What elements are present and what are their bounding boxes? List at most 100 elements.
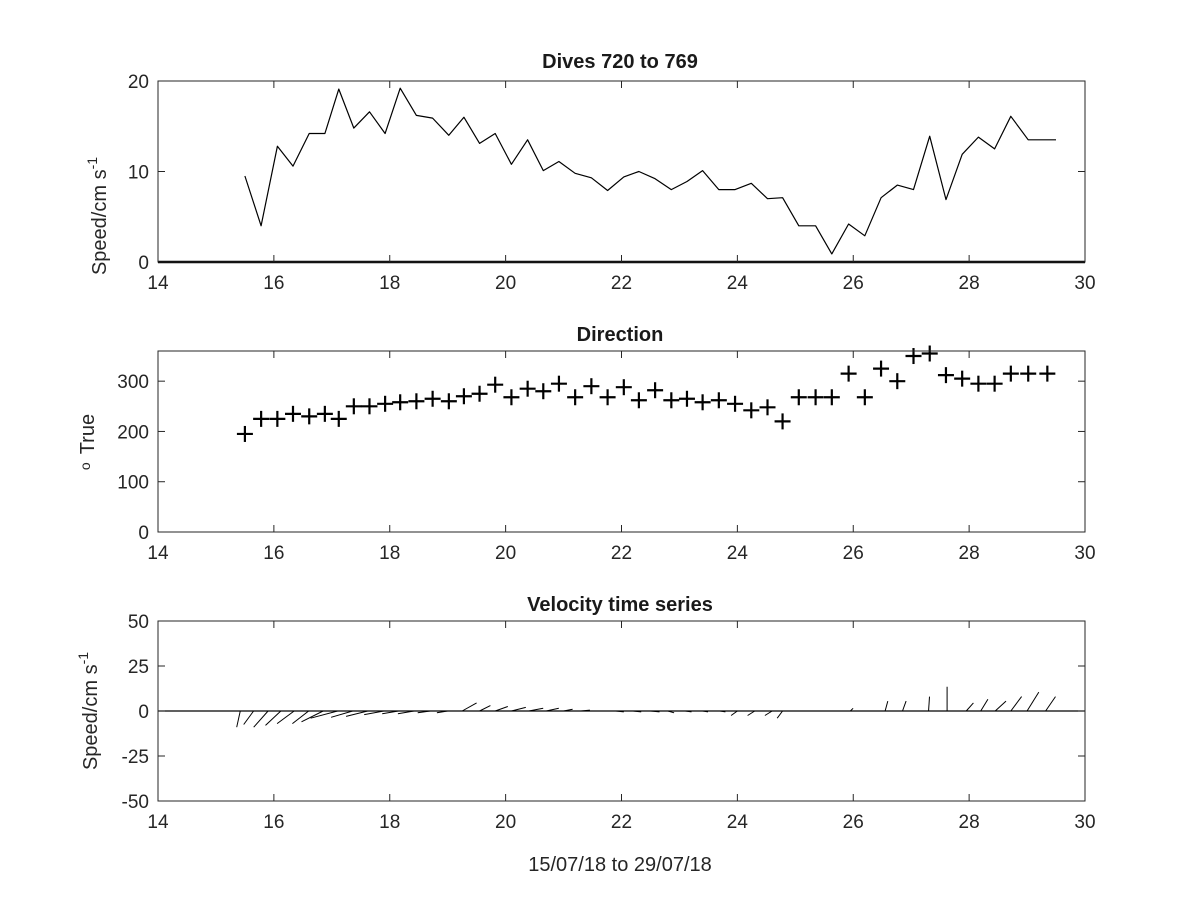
velocity-stick <box>330 710 353 718</box>
velocity-panel: Velocity time series 14 16 18 20 22 24 26 28 30 -… <box>75 594 1096 876</box>
direction-point <box>284 405 301 422</box>
velocity-xtick-label: 14 <box>147 812 169 833</box>
direction-point <box>986 375 1003 392</box>
velocity-stick <box>364 710 385 716</box>
velocity-stick <box>461 702 477 712</box>
direction-point <box>774 413 791 430</box>
velocity-stick <box>965 702 974 712</box>
velocity-ylabel: Speed/cm s-1 <box>75 652 102 770</box>
velocity-stick <box>1045 696 1056 712</box>
speed-ytick-label: 10 <box>128 163 149 184</box>
direction-point <box>1020 365 1037 382</box>
direction-xtick-label: 20 <box>495 543 516 564</box>
velocity-ylabel-superscript: -1 <box>75 652 91 665</box>
speed-xtick-label: 16 <box>263 273 284 294</box>
direction-ytick-label: 100 <box>117 473 149 494</box>
direction-point <box>392 394 409 411</box>
direction-point <box>889 373 906 390</box>
direction-point <box>236 425 253 442</box>
velocity-stick <box>650 710 660 713</box>
velocity-stick <box>301 710 324 723</box>
direction-point <box>269 410 286 427</box>
direction-xtick-label: 28 <box>959 543 980 564</box>
velocity-stick <box>730 710 738 716</box>
direction-point <box>873 360 890 377</box>
speed-xtick-label: 26 <box>843 273 864 294</box>
direction-point <box>840 365 857 382</box>
direction-point <box>678 390 695 407</box>
direction-ylabel: o True <box>77 414 99 470</box>
speed-ylabel: Speed/cm s-1 <box>84 157 111 275</box>
velocity-stick <box>265 710 282 726</box>
speed-ylabel-text: Speed/cm s <box>89 169 111 275</box>
direction-point <box>455 388 472 405</box>
direction-point <box>361 398 378 415</box>
velocity-stick <box>397 710 415 715</box>
direction-point <box>503 389 520 406</box>
direction-point <box>743 402 760 419</box>
velocity-stick <box>580 709 590 712</box>
direction-xtick-label: 18 <box>379 543 400 564</box>
velocity-panel-title: Velocity time series <box>527 594 713 616</box>
direction-ytick-label: 0 <box>138 523 149 544</box>
direction-ytick-label: 200 <box>117 422 149 443</box>
velocity-stick <box>253 710 269 728</box>
direction-point <box>615 379 632 396</box>
velocity-stick <box>546 707 559 712</box>
direction-point <box>535 383 552 400</box>
velocity-stick <box>511 706 526 712</box>
speed-panel-title: Dives 720 to 769 <box>542 51 698 73</box>
direction-point <box>567 389 584 406</box>
velocity-stick <box>980 699 989 712</box>
speed-xtick-label: 24 <box>727 273 749 294</box>
velocity-stick <box>382 710 399 715</box>
velocity-ytick-label: 0 <box>138 702 149 723</box>
velocity-stick <box>615 710 624 713</box>
velocity-xtick-label: 30 <box>1074 812 1095 833</box>
direction-point <box>1002 365 1019 382</box>
direction-point <box>377 395 394 412</box>
direction-xtick-label: 24 <box>727 543 749 564</box>
speed-xtick-label: 14 <box>147 273 169 294</box>
velocity-xtick-label: 20 <box>495 812 516 833</box>
direction-point <box>856 389 873 406</box>
velocity-stick <box>436 710 448 714</box>
velocity-xtick-label: 18 <box>379 812 400 833</box>
direction-point <box>694 394 711 411</box>
velocity-stick <box>563 708 573 712</box>
velocity-xlabel: 15/07/18 to 29/07/18 <box>528 854 712 876</box>
speed-xtick-label: 22 <box>611 273 632 294</box>
direction-point <box>790 389 807 406</box>
speed-xtick-label: 20 <box>495 273 516 294</box>
direction-point <box>1039 365 1056 382</box>
speed-ytick-label: 0 <box>138 253 149 274</box>
velocity-stick <box>310 710 338 719</box>
direction-point <box>424 390 441 407</box>
velocity-stick <box>776 710 783 719</box>
velocity-stick <box>292 710 309 724</box>
speed-series-line <box>244 87 1056 255</box>
direction-xtick-label: 16 <box>263 543 284 564</box>
velocity-plot-area <box>158 686 1085 728</box>
velocity-stick <box>528 707 544 712</box>
velocity-ytick-label: -50 <box>122 792 149 813</box>
direction-point <box>550 375 567 392</box>
direction-xtick-label: 14 <box>147 543 169 564</box>
direction-point <box>345 398 362 415</box>
direction-point <box>807 389 824 406</box>
velocity-stick <box>1026 691 1040 712</box>
velocity-stick <box>417 710 431 714</box>
direction-point <box>630 392 647 409</box>
velocity-stick <box>1010 696 1023 712</box>
velocity-stick <box>495 706 508 712</box>
direction-point <box>727 395 744 412</box>
direction-point <box>519 380 536 397</box>
speed-xtick-label: 18 <box>379 273 400 294</box>
direction-point <box>970 375 987 392</box>
direction-point <box>647 382 664 399</box>
velocity-xtick-label: 24 <box>727 812 749 833</box>
velocity-stick <box>702 710 709 713</box>
velocity-stick <box>850 707 854 712</box>
speed-axes: 14 16 18 20 22 24 26 28 30 0 10 20 <box>128 72 1096 294</box>
